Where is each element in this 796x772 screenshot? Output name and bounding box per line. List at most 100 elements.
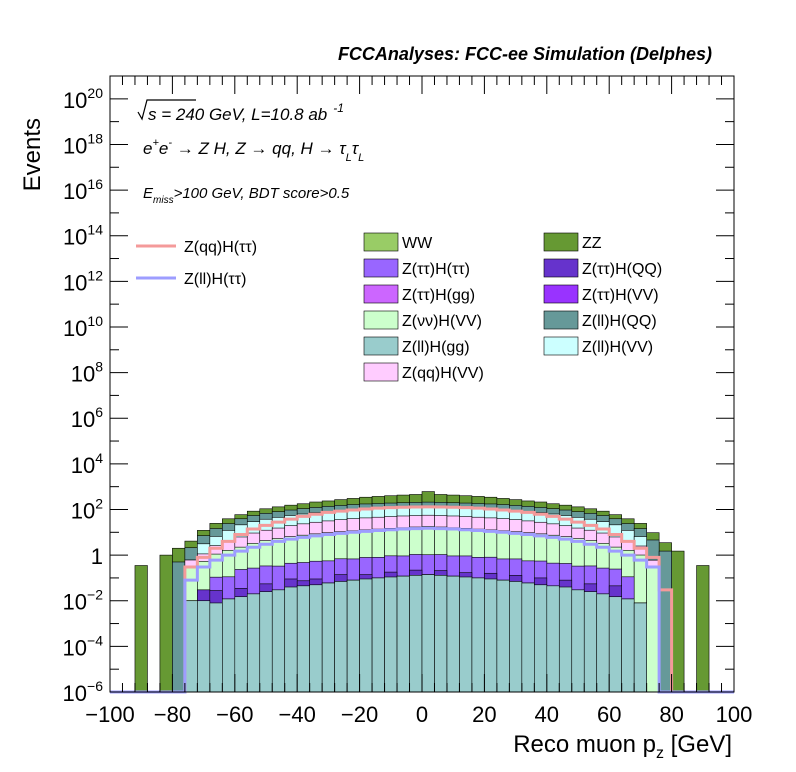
x-axis-label-sub: z	[656, 745, 664, 762]
legend-swatch	[363, 336, 399, 356]
histogram-bar	[259, 591, 273, 693]
y-tick-label: 108	[71, 359, 103, 387]
x-axis-label-unit: [GeV]	[664, 731, 732, 758]
histogram-bar	[446, 575, 460, 693]
histogram-bar	[496, 579, 510, 693]
y-tick-label: 1010	[63, 313, 103, 341]
y-tick-base: 10	[71, 453, 95, 478]
histogram-bar	[271, 589, 286, 693]
histogram-bar	[471, 577, 485, 693]
y-tick-label: 1020	[63, 85, 103, 113]
histogram-bar	[621, 598, 635, 693]
x-tick-label: 100	[716, 702, 753, 727]
energy-sup: -1	[333, 101, 344, 115]
legend-label: Z(ττ)H(QQ)	[582, 261, 662, 278]
legend-label: Z(ττ)H(ττ)	[402, 261, 470, 278]
histogram-bar	[184, 600, 198, 693]
y-tick-exp: 4	[95, 450, 103, 466]
legend-label: Z(ll)H(ττ)	[184, 271, 246, 288]
process-chain: → Z H, Z → qq, H →	[172, 139, 339, 158]
histogram-bar	[521, 582, 535, 693]
stacked-histogram	[134, 491, 710, 693]
histogram-bar	[334, 581, 348, 693]
y-axis-label: Events	[19, 118, 46, 191]
legend-label: Z(qq)H(VV)	[402, 365, 484, 382]
process-tau2: τ	[352, 139, 360, 158]
x-tick-label: −40	[279, 702, 316, 727]
histogram-bar	[172, 561, 186, 693]
histogram-bar	[359, 578, 373, 693]
histogram-bar	[309, 584, 323, 693]
process-e2: e	[159, 139, 168, 158]
y-tick-exp: 18	[87, 130, 103, 146]
y-tick-label: 1018	[63, 130, 103, 158]
x-tick-label: −60	[216, 702, 253, 727]
y-tick-base: 10	[63, 590, 87, 615]
histogram-bar	[671, 550, 685, 693]
y-tick-base: 10	[63, 635, 87, 660]
process-e2-sup: -	[168, 137, 172, 149]
y-tick-exp: 14	[87, 222, 103, 238]
x-tick-label: 40	[535, 702, 559, 727]
y-tick-exp: 12	[87, 267, 103, 283]
histogram-bar	[596, 593, 610, 693]
y-tick-exp: 20	[87, 85, 103, 101]
y-tick-exp: 2	[95, 495, 103, 511]
histogram-bar	[608, 596, 622, 693]
x-tick-label: −100	[85, 702, 135, 727]
y-tick-exp: 8	[95, 359, 103, 375]
legend-swatch	[543, 232, 579, 252]
histogram-bar	[509, 581, 523, 693]
histogram-bar	[234, 596, 248, 693]
histogram-bar	[284, 586, 298, 693]
y-tick-base: 10	[71, 362, 95, 387]
histogram-bar	[421, 574, 435, 693]
histogram-bar	[633, 602, 647, 693]
y-tick-label: 1014	[63, 222, 103, 250]
legend-swatch	[363, 258, 399, 278]
x-tick-label: 20	[472, 702, 496, 727]
histogram-bar	[384, 576, 398, 693]
y-tick-base: 10	[63, 179, 87, 204]
legend: Z(qq)H(ττ) Z(ll)H(ττ) WW ZZ Z(ττ)H(ττ) Z(ττ)H…	[136, 232, 662, 382]
signal-line-1	[110, 526, 734, 694]
y-tick-label: 1	[91, 544, 103, 569]
legend-label: ZZ	[582, 235, 602, 252]
y-tick-label: 104	[71, 450, 103, 478]
annotation-cuts: Emiss>100 GeV, BDT score>0.5	[143, 185, 350, 206]
x-tick-label: 0	[416, 702, 428, 727]
legend-label: Z(ττ)H(gg)	[402, 287, 475, 304]
y-tick-label: 10−2	[63, 587, 104, 615]
legend-label: Z(ll)H(gg)	[402, 339, 470, 356]
tick-labels: −100 −80 −60 −40 −20 0 20 40 60 80 10010−610−410−2…	[63, 85, 753, 727]
histogram-bar	[696, 565, 710, 693]
y-tick-base: 10	[63, 88, 87, 113]
y-tick-base: 10	[63, 133, 87, 158]
y-tick-base: 10	[71, 498, 95, 523]
legend-label: Z(ll)H(QQ)	[582, 313, 657, 330]
annotation-energy: s = 240 GeV, L=10.8 ab -1	[137, 99, 344, 124]
histogram-bar	[434, 575, 448, 693]
y-tick-exp: −6	[87, 678, 103, 694]
annotation-process: e+e- → Z H, Z → qq, H → τLτL	[143, 137, 364, 164]
y-tick-exp: 16	[87, 176, 103, 192]
histogram-bar	[658, 550, 672, 693]
cut-sub: miss	[153, 195, 174, 206]
legend-swatch	[543, 284, 579, 304]
energy-text: s = 240 GeV, L=10.8 ab	[148, 105, 327, 124]
x-tick-label: 80	[659, 702, 683, 727]
legend-label: Z(ll)H(VV)	[582, 339, 653, 356]
y-tick-exp: 10	[87, 313, 103, 329]
histogram-bar	[534, 584, 548, 693]
y-tick-label: 102	[71, 495, 103, 523]
histogram-bar	[246, 593, 261, 693]
stack-series-0	[184, 574, 647, 693]
histogram-bar	[371, 577, 385, 693]
legend-swatch	[363, 362, 399, 382]
histogram-bar	[646, 566, 660, 693]
y-tick-exp: −2	[87, 587, 103, 603]
sqrt-symbol	[137, 99, 196, 121]
y-tick-label: 10−4	[63, 632, 104, 660]
legend-label: Z(ττ)H(VV)	[582, 287, 659, 304]
y-tick-label: 1016	[63, 176, 103, 204]
